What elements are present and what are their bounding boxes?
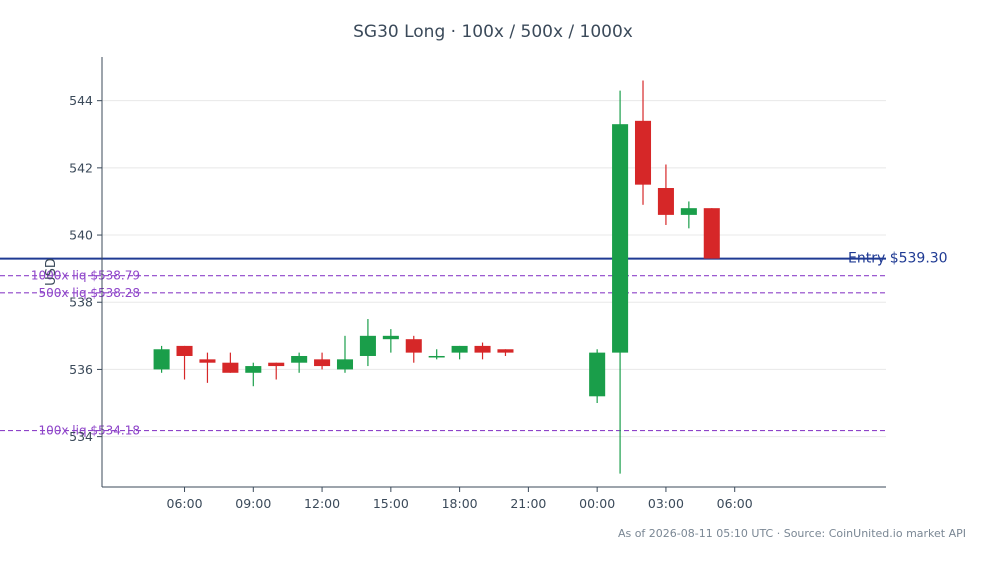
candle-body xyxy=(336,359,354,370)
candle xyxy=(589,349,606,404)
candle xyxy=(382,329,399,353)
candle-body xyxy=(428,355,445,358)
y-tick-label: 534 xyxy=(69,429,93,444)
candle-body xyxy=(359,335,376,356)
candle-body xyxy=(497,349,514,353)
liquidation-label: 500x liq $538.28 xyxy=(38,286,140,300)
x-tick-label: 15:00 xyxy=(373,496,409,511)
axes xyxy=(101,57,886,488)
candles xyxy=(153,80,720,474)
candle-body xyxy=(474,345,491,353)
candle-body xyxy=(382,335,399,340)
liquidation-lines: 1000x liq $538.79 500x liq $538.28 100x li… xyxy=(0,269,886,438)
y-tick-label: 540 xyxy=(69,228,93,243)
grid-lines xyxy=(102,100,886,438)
candle-body xyxy=(657,188,674,215)
x-tick-label: 03:00 xyxy=(648,496,684,511)
candle xyxy=(245,362,262,387)
candle-body xyxy=(634,120,652,185)
candle xyxy=(405,335,422,363)
x-tick-label: 12:00 xyxy=(304,496,340,511)
chart-title: SG30 Long · 100x / 500x / 1000x xyxy=(353,22,633,42)
candle-body xyxy=(199,359,216,363)
candle xyxy=(336,335,354,373)
candle xyxy=(176,345,193,380)
candle xyxy=(703,208,720,259)
candle xyxy=(474,342,491,360)
x-ticks: 06:00 09:00 12:00 15:00 18:00 21:00 00:00 03:00… xyxy=(167,487,753,511)
candle xyxy=(314,352,331,370)
y-axis-label: USD xyxy=(44,258,59,286)
candle-body xyxy=(153,349,170,370)
y-tick-label: 542 xyxy=(69,160,93,175)
candle-body xyxy=(451,345,468,353)
candle xyxy=(222,352,239,373)
candle xyxy=(199,352,216,383)
candle-body xyxy=(589,352,606,397)
x-tick-label: 09:00 xyxy=(235,496,271,511)
candle xyxy=(680,201,697,229)
candle xyxy=(612,90,629,474)
candle xyxy=(657,164,674,225)
candle-body xyxy=(291,355,308,363)
candle xyxy=(451,345,468,360)
candle-body xyxy=(268,362,285,367)
liquidation-label: 1000x liq $538.79 xyxy=(31,269,140,283)
entry-line: Entry $539.30 xyxy=(0,251,948,267)
candle-body xyxy=(176,345,193,356)
candle xyxy=(497,349,514,356)
footer-source: As of 2026-08-11 05:10 UTC · Source: Coi… xyxy=(618,527,966,540)
candle xyxy=(153,345,170,373)
y-tick-label: 538 xyxy=(69,295,93,310)
candle xyxy=(291,352,308,373)
y-tick-label: 536 xyxy=(69,362,93,377)
candle-body xyxy=(612,124,629,353)
candle-body xyxy=(703,208,720,259)
candle-body xyxy=(405,339,422,353)
x-tick-label: 06:00 xyxy=(717,496,753,511)
candle xyxy=(359,319,376,367)
candle-body xyxy=(314,359,331,367)
liquidation-label: 100x liq $534.18 xyxy=(38,424,140,438)
candle xyxy=(268,362,285,380)
y-tick-label: 544 xyxy=(69,93,93,108)
x-tick-label: 00:00 xyxy=(579,496,615,511)
candle-body xyxy=(222,362,239,373)
candle-body xyxy=(680,208,697,215)
candle-body xyxy=(245,366,262,373)
x-tick-label: 21:00 xyxy=(510,496,546,511)
y-ticks: 534 536 538 540 542 544 xyxy=(69,93,102,444)
x-tick-label: 06:00 xyxy=(167,496,203,511)
candle xyxy=(428,349,445,360)
candle xyxy=(634,80,652,205)
x-tick-label: 18:00 xyxy=(442,496,478,511)
entry-label: Entry $539.30 xyxy=(848,251,948,267)
